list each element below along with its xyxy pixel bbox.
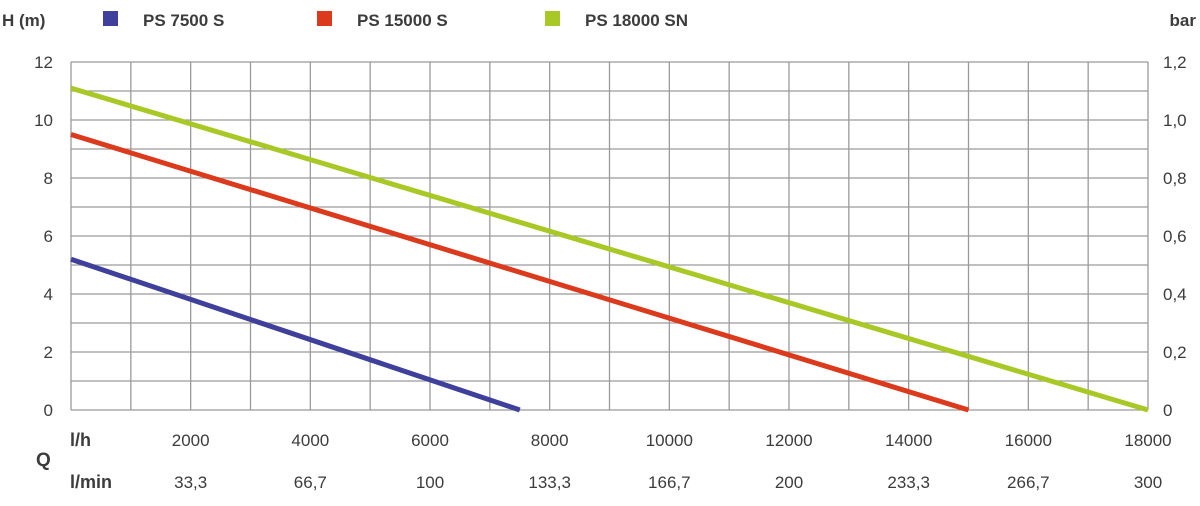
y-right-tick-label: 1,0 bbox=[1163, 111, 1187, 130]
x-tick-label-lh: 8000 bbox=[531, 431, 569, 450]
chart-series bbox=[70, 85, 1149, 413]
x-tick-label-lh: 2000 bbox=[172, 431, 210, 450]
y-tick-label: 8 bbox=[44, 169, 53, 188]
legend-label: PS 15000 S bbox=[357, 11, 448, 30]
x-tick-label-lmin: 133,3 bbox=[528, 473, 571, 492]
y-tick-label: 4 bbox=[44, 285, 53, 304]
y-right-tick-label: 0 bbox=[1163, 401, 1172, 420]
legend-swatch bbox=[103, 11, 118, 26]
y-tick-label: 10 bbox=[34, 111, 53, 130]
legend-label: PS 18000 SN bbox=[585, 11, 688, 30]
y-axis-left: 0 2 4 6 8 10 12 bbox=[34, 53, 53, 420]
x-tick-label-lmin: 266,7 bbox=[1007, 473, 1050, 492]
x-tick-label-lh: 6000 bbox=[411, 431, 449, 450]
x-tick-label-lh: 4000 bbox=[291, 431, 329, 450]
x-tick-label-lmin: 100 bbox=[416, 473, 444, 492]
x-tick-label-lmin: 66,7 bbox=[294, 473, 327, 492]
legend-label: PS 7500 S bbox=[143, 11, 224, 30]
x-axis: 2000 4000 6000 8000 10000 12000 14000 16000 1800… bbox=[172, 431, 1172, 492]
y-tick-label: 6 bbox=[44, 227, 53, 246]
x-axis-label: Q bbox=[36, 450, 51, 471]
x-tick-label-lmin: 233,3 bbox=[887, 473, 930, 492]
y-axis-label: H (m) bbox=[2, 11, 45, 30]
y-axis-right: 0 0,2 0,4 0,6 0,8 1,0 1,2 bbox=[1163, 53, 1187, 420]
y-axis-right-label: bar bbox=[1170, 11, 1197, 30]
x-tick-label-lmin: 300 bbox=[1134, 473, 1162, 492]
x-tick-label-lh: 18000 bbox=[1124, 431, 1171, 450]
x-tick-label-lh: 10000 bbox=[646, 431, 693, 450]
y-right-tick-label: 0,2 bbox=[1163, 343, 1187, 362]
y-right-tick-label: 0,6 bbox=[1163, 227, 1187, 246]
legend-swatch bbox=[317, 11, 332, 26]
legend: PS 7500 S PS 15000 S PS 18000 SN bbox=[103, 11, 688, 30]
series-line-ps-15000-s bbox=[70, 132, 970, 413]
x-tick-label-lh: 12000 bbox=[765, 431, 812, 450]
y-tick-label: 12 bbox=[34, 53, 53, 72]
y-right-tick-label: 0,4 bbox=[1163, 285, 1187, 304]
y-right-tick-label: 1,2 bbox=[1163, 53, 1187, 72]
series-line-ps-18000-sn bbox=[70, 85, 1149, 413]
legend-swatch bbox=[545, 11, 560, 26]
chart-grid bbox=[70, 61, 1149, 411]
x-tick-label-lmin: 166,7 bbox=[648, 473, 691, 492]
x-tick-label-lmin: 33,3 bbox=[174, 473, 207, 492]
series-line-ps-7500-s bbox=[70, 256, 521, 413]
x-axis-unit-lmin: l/min bbox=[70, 472, 112, 492]
y-right-tick-label: 0,8 bbox=[1163, 169, 1187, 188]
x-tick-label-lh: 16000 bbox=[1005, 431, 1052, 450]
x-tick-label-lh: 14000 bbox=[885, 431, 932, 450]
x-axis-unit-lh: l/h bbox=[70, 430, 91, 450]
y-tick-label: 2 bbox=[44, 343, 53, 362]
y-tick-label: 0 bbox=[44, 401, 53, 420]
x-tick-label-lmin: 200 bbox=[775, 473, 803, 492]
